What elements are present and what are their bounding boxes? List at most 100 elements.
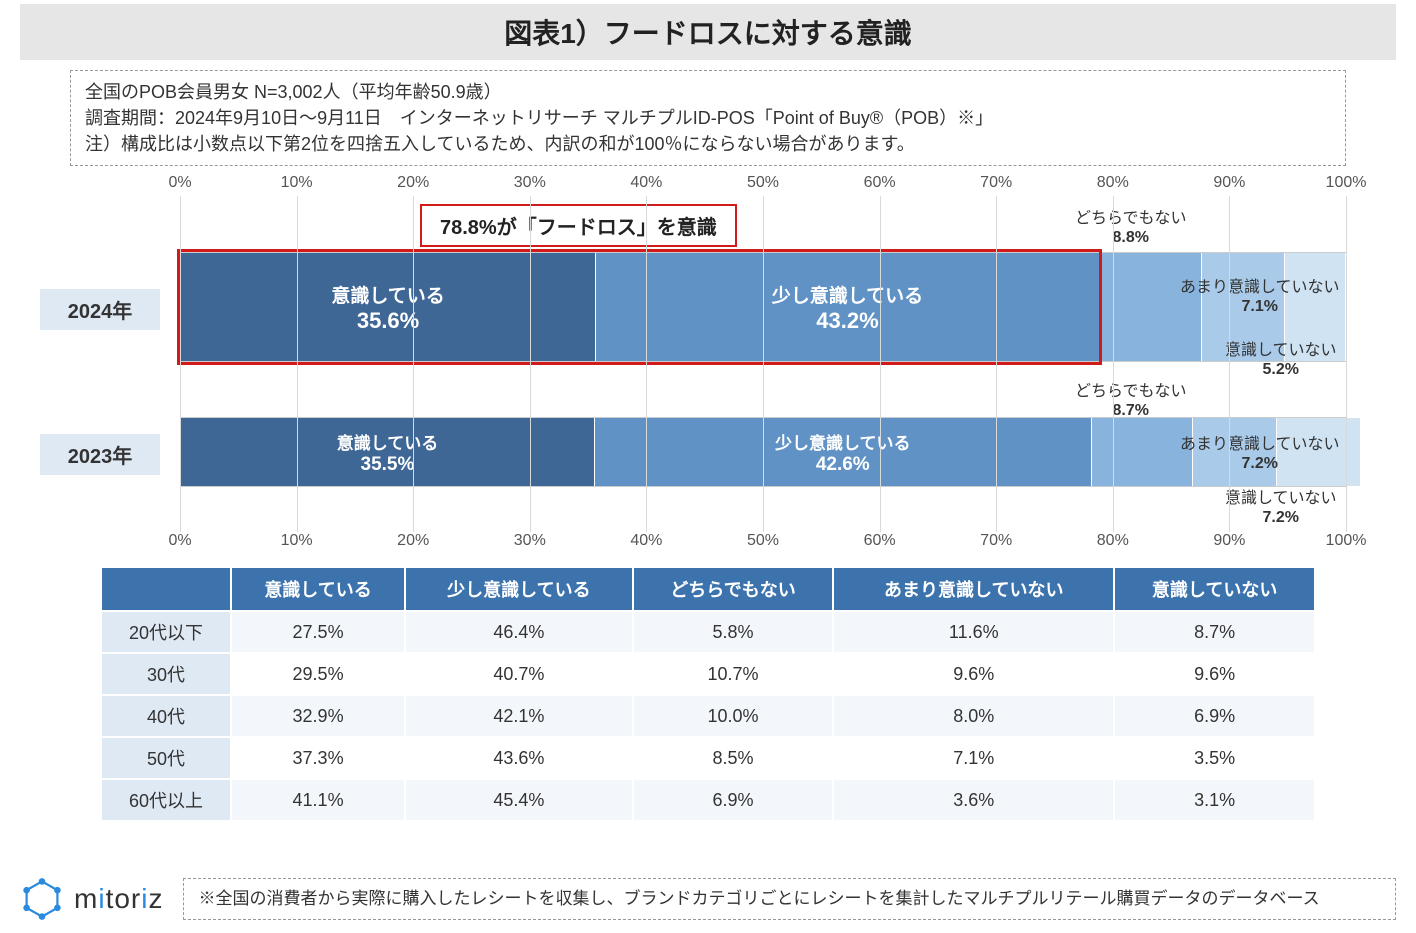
segment-label: 意識している bbox=[337, 429, 439, 454]
table-header-cell: 少し意識している bbox=[405, 567, 632, 611]
axis-tick-label: 100% bbox=[1326, 174, 1367, 192]
bar-segment: 意識している35.6% bbox=[180, 253, 595, 361]
axis-tick-label: 90% bbox=[1213, 532, 1245, 550]
table-cell: 45.4% bbox=[405, 779, 632, 821]
table-cell: 40.7% bbox=[405, 653, 632, 695]
table-cell: 3.1% bbox=[1114, 779, 1315, 821]
axis-tick-label: 50% bbox=[747, 174, 779, 192]
table-cell: 8.0% bbox=[833, 695, 1114, 737]
grid-line bbox=[1229, 196, 1230, 532]
note-line: 注）構成比は小数点以下第2位を四捨五入しているため、内訳の和が100％にならない… bbox=[85, 131, 1331, 157]
ext-label-value: 5.2% bbox=[1263, 361, 1299, 378]
footnote: ※全国の消費者から実際に購入したレシートを収集し、ブランドカテゴリごとにレシート… bbox=[183, 878, 1396, 920]
axis-tick-label: 20% bbox=[397, 174, 429, 192]
grid-line bbox=[297, 196, 298, 532]
segment-value: 35.5% bbox=[361, 454, 415, 476]
table-header-cell: 意識していない bbox=[1114, 567, 1315, 611]
table-row: 20代以下27.5%46.4%5.8%11.6%8.7% bbox=[101, 611, 1315, 653]
ext-label-text: あまり意識していない bbox=[1180, 436, 1340, 453]
axis-tick-label: 60% bbox=[864, 174, 896, 192]
table-cell: 9.6% bbox=[1114, 653, 1315, 695]
x-axis-top: 0%10%20%30%40%50%60%70%80%90%100% bbox=[180, 174, 1346, 196]
table-row-header: 20代以下 bbox=[101, 611, 231, 653]
ext-label-no-2024: 意識していない 5.2% bbox=[1225, 342, 1337, 379]
axis-tick-label: 80% bbox=[1097, 532, 1129, 550]
age-breakdown-table: 意識している少し意識しているどちらでもないあまり意識していない意識していない 2… bbox=[100, 566, 1316, 822]
axis-tick-label: 60% bbox=[864, 532, 896, 550]
table-row-header: 40代 bbox=[101, 695, 231, 737]
segment-value: 42.6% bbox=[816, 454, 870, 476]
note-line: 全国のPOB会員男女 N=3,002人（平均年齢50.9歳） bbox=[85, 79, 1331, 105]
grid-line bbox=[1346, 196, 1347, 532]
table-row: 50代37.3%43.6%8.5%7.1%3.5% bbox=[101, 737, 1315, 779]
survey-note: 全国のPOB会員男女 N=3,002人（平均年齢50.9歳） 調査期間：2024… bbox=[70, 70, 1346, 166]
axis-tick-label: 0% bbox=[168, 532, 191, 550]
table-cell: 27.5% bbox=[231, 611, 405, 653]
axis-tick-label: 70% bbox=[980, 532, 1012, 550]
table-cell: 6.9% bbox=[633, 779, 834, 821]
table-header-cell: あまり意識していない bbox=[833, 567, 1114, 611]
grid-line bbox=[413, 196, 414, 532]
table-row: 30代29.5%40.7%10.7%9.6%9.6% bbox=[101, 653, 1315, 695]
segment-label: 少し意識している bbox=[775, 429, 911, 454]
axis-tick-label: 10% bbox=[281, 174, 313, 192]
footer: mitoriz ※全国の消費者から実際に購入したレシートを収集し、ブランドカテゴ… bbox=[20, 877, 1396, 921]
note-line: 調査期間：2024年9月10日～9月11日 インターネットリサーチ マルチプルI… bbox=[85, 105, 1331, 131]
axis-tick-label: 90% bbox=[1213, 174, 1245, 192]
ext-label-text: どちらでもない bbox=[1075, 210, 1187, 227]
x-axis-bottom: 0%10%20%30%40%50%60%70%80%90%100% bbox=[180, 532, 1346, 554]
grid-line bbox=[180, 196, 181, 532]
callout-label: 78.8%が「フードロス」を意識 bbox=[420, 204, 737, 247]
table-cell: 37.3% bbox=[231, 737, 405, 779]
axis-tick-label: 80% bbox=[1097, 174, 1129, 192]
axis-tick-label: 0% bbox=[168, 174, 191, 192]
table-header-cell bbox=[101, 567, 231, 611]
table-row-header: 50代 bbox=[101, 737, 231, 779]
table-cell: 3.5% bbox=[1114, 737, 1315, 779]
bar-segment: 少し意識している42.6% bbox=[594, 418, 1091, 486]
table-row: 40代32.9%42.1%10.0%8.0%6.9% bbox=[101, 695, 1315, 737]
year-label-2024: 2024年 bbox=[40, 289, 160, 330]
grid-line bbox=[763, 196, 764, 532]
table-cell: 46.4% bbox=[405, 611, 632, 653]
stacked-bar-chart: 0%10%20%30%40%50%60%70%80%90%100% 0%10%2… bbox=[40, 174, 1376, 554]
table-cell: 5.8% bbox=[633, 611, 834, 653]
logo-text: mitoriz bbox=[74, 883, 163, 915]
grid-line bbox=[1113, 196, 1114, 532]
axis-tick-label: 100% bbox=[1326, 532, 1367, 550]
ext-label-text: あまり意識していない bbox=[1180, 279, 1340, 296]
ext-label-value: 8.8% bbox=[1113, 229, 1149, 246]
axis-tick-label: 30% bbox=[514, 532, 546, 550]
ext-label-text: どちらでもない bbox=[1075, 383, 1187, 400]
grid-line bbox=[880, 196, 881, 532]
ext-label-no-2023: 意識していない 7.2% bbox=[1225, 490, 1337, 527]
table-cell: 43.6% bbox=[405, 737, 632, 779]
grid-line bbox=[996, 196, 997, 532]
ext-label-value: 7.1% bbox=[1242, 298, 1278, 315]
grid-line bbox=[530, 196, 531, 532]
table-row-header: 30代 bbox=[101, 653, 231, 695]
bar-segment bbox=[1091, 418, 1192, 486]
segment-value: 43.2% bbox=[816, 308, 878, 334]
table-cell: 32.9% bbox=[231, 695, 405, 737]
table-cell: 42.1% bbox=[405, 695, 632, 737]
table-header-cell: 意識している bbox=[231, 567, 405, 611]
table-cell: 29.5% bbox=[231, 653, 405, 695]
ext-label-value: 8.7% bbox=[1113, 402, 1149, 419]
ext-label-text: 意識していない bbox=[1225, 490, 1337, 507]
bar-segment: 意識している35.5% bbox=[180, 418, 594, 486]
year-label-2023: 2023年 bbox=[40, 434, 160, 475]
axis-tick-label: 70% bbox=[980, 174, 1012, 192]
ext-label-value: 7.2% bbox=[1263, 509, 1299, 526]
segment-label: 意識している bbox=[331, 281, 444, 308]
brand-logo: mitoriz bbox=[20, 877, 163, 921]
table-cell: 11.6% bbox=[833, 611, 1114, 653]
segment-label: 少し意識している bbox=[772, 281, 923, 308]
table-cell: 10.7% bbox=[633, 653, 834, 695]
table-cell: 8.5% bbox=[633, 737, 834, 779]
ext-label-neutral-2024: どちらでもない 8.8% bbox=[1075, 210, 1187, 247]
ext-label-notmuch-2023: あまり意識していない 7.2% bbox=[1180, 436, 1340, 473]
ext-label-value: 7.2% bbox=[1242, 455, 1278, 472]
table-row-header: 60代以上 bbox=[101, 779, 231, 821]
ext-label-text: 意識していない bbox=[1225, 342, 1337, 359]
